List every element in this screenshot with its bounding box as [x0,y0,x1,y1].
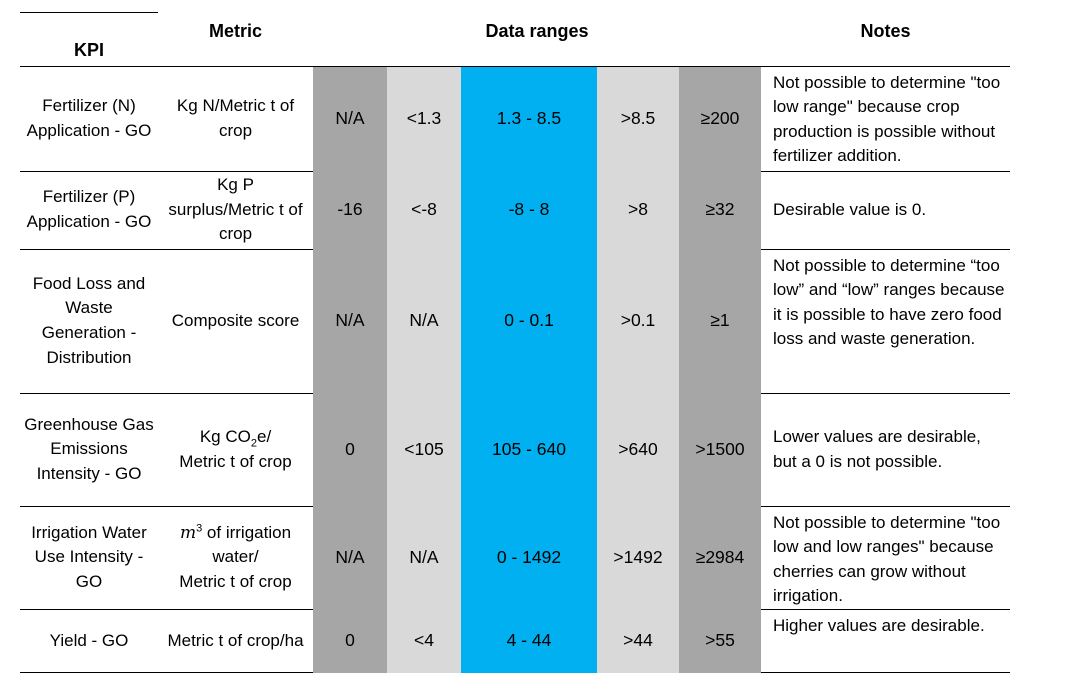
range-cell: 4 - 44 [461,609,597,673]
range-cell: N/A [313,66,387,171]
range-cell: 1.3 - 8.5 [461,66,597,171]
metric-text: of irrigation water/ [202,522,292,567]
range-cell: >1500 [679,393,761,506]
metric-text: Metric t of crop [179,572,292,592]
metric-superscript: 3 [196,522,203,535]
metric-cell: Kg N/Metric t of crop [158,66,313,172]
header-data-ranges: Data ranges [313,12,761,67]
metric-cell: Kg CO2e/Metric t of crop [158,393,313,507]
metric-cell: Kg P surplus/Metric t of crop [158,171,313,250]
table-row: Food Loss and Waste Generation - Distrib… [20,249,1010,394]
metric-text: m [179,522,197,543]
notes-cell: Not possible to determine "too low and l… [761,506,1010,611]
notes-cell: Desirable value is 0. [761,171,1010,250]
notes-cell: Lower values are desirable, but a 0 is n… [761,393,1010,507]
range-cell: ≥200 [679,66,761,171]
range-cell: >1492 [597,506,679,610]
range-cell: 0 - 1492 [461,506,597,610]
range-cell: -8 - 8 [461,171,597,249]
header-notes: Notes [761,12,1010,67]
range-cell: N/A [387,506,461,610]
table-row: Irrigation Water Use Intensity - GO m3 o… [20,506,1010,611]
kpi-cell: Food Loss and Waste Generation - Distrib… [20,249,158,394]
metric-text: e/ [256,426,272,446]
metric-text: Metric t of crop [179,451,292,471]
range-cell: ≥32 [679,171,761,249]
metric-cell: Composite score [158,249,313,394]
table-row: Fertilizer (P) Application - GO Kg P sur… [20,171,1010,250]
kpi-table: KPI Metric Data ranges Notes Fertilizer … [20,12,1010,674]
table-row: Fertilizer (N) Application - GO Kg N/Met… [20,66,1010,172]
metric-text: Kg CO [199,426,251,446]
range-cell: >0.1 [597,249,679,393]
range-cell: <105 [387,393,461,506]
table-row: Yield - GO Metric t of crop/ha 0 <4 4 - … [20,609,1010,674]
range-cell: N/A [313,506,387,610]
range-cell: <4 [387,609,461,673]
header-kpi: KPI [20,12,158,67]
range-cell: >55 [679,609,761,673]
range-cell: 0 - 0.1 [461,249,597,393]
metric-cell: Metric t of crop/ha [158,609,313,674]
kpi-cell: Greenhouse Gas Emissions Intensity - GO [20,393,158,507]
range-cell: -16 [313,171,387,249]
range-cell: >8 [597,171,679,249]
header-metric: Metric [158,12,313,67]
kpi-cell: Fertilizer (N) Application - GO [20,66,158,172]
notes-cell: Not possible to determine "too low range… [761,66,1010,172]
table-row: Greenhouse Gas Emissions Intensity - GO … [20,393,1010,507]
range-cell: N/A [313,249,387,393]
notes-cell: Higher values are desirable. [761,609,1010,674]
range-cell: >44 [597,609,679,673]
metric-cell: m3 of irrigation water/Metric t of crop [158,506,313,611]
range-cell: N/A [387,249,461,393]
range-cell: ≥1 [679,249,761,393]
notes-cell: Not possible to determine “too low” and … [761,249,1010,394]
range-cell: ≥2984 [679,506,761,610]
range-cell: <1.3 [387,66,461,171]
range-cell: 0 [313,393,387,506]
kpi-cell: Fertilizer (P) Application - GO [20,171,158,250]
range-cell: <-8 [387,171,461,249]
metric-subscript: 2 [250,437,257,450]
kpi-cell: Irrigation Water Use Intensity - GO [20,506,158,611]
range-cell: 0 [313,609,387,673]
range-cell: >640 [597,393,679,506]
range-cell: 105 - 640 [461,393,597,506]
range-cell: >8.5 [597,66,679,171]
kpi-cell: Yield - GO [20,609,158,674]
